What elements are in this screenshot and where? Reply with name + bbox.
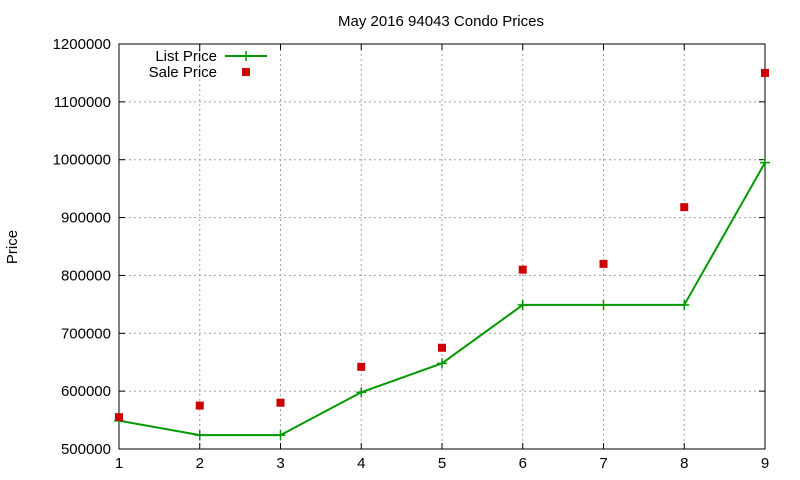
- x-tick-label: 2: [196, 455, 204, 472]
- legend-plus-icon: [241, 51, 251, 61]
- list-price-point: [356, 387, 367, 398]
- list-price-point: [760, 157, 770, 168]
- sale-price-point: [195, 401, 204, 410]
- legend-marker-list-price: [241, 51, 251, 61]
- sale-price-point: [357, 362, 366, 371]
- y-tick-label: 600000: [61, 383, 111, 400]
- chart-title: May 2016 94043 Condo Prices: [338, 13, 544, 30]
- x-tick-label: 5: [438, 455, 446, 472]
- list-price-point: [598, 299, 609, 310]
- sale-price-point: [761, 68, 769, 77]
- sale-price-point: [518, 265, 527, 274]
- y-tick-label: 800000: [61, 267, 111, 284]
- x-tick-label: 9: [761, 455, 769, 472]
- legend-square-icon: [242, 68, 250, 76]
- x-tick-label: 8: [680, 455, 688, 472]
- list-price-point: [437, 358, 447, 369]
- list-price-point: [194, 430, 205, 441]
- grid-layer: [119, 44, 765, 449]
- sale-price-point: [438, 343, 446, 352]
- y-tick-label: 700000: [61, 325, 111, 342]
- x-tick-label: 6: [519, 455, 527, 472]
- legend-label-sale-price: Sale Price: [149, 64, 217, 81]
- x-tick-label: 4: [357, 455, 365, 472]
- y-axis-label: Price: [4, 230, 21, 264]
- list-price-point: [275, 430, 286, 441]
- legend-label-list-price: List Price: [155, 48, 217, 65]
- x-tick-label: 3: [276, 455, 284, 472]
- sale-price-point: [680, 203, 689, 212]
- y-tick-label: 900000: [61, 210, 111, 227]
- legend-marker-sale-price: [242, 68, 250, 76]
- y-tick-label: 500000: [61, 441, 111, 458]
- list-price-point: [517, 299, 528, 310]
- legend: List Price Sale Price: [149, 48, 267, 81]
- x-tick-label: 1: [115, 455, 123, 472]
- sale-price-point: [276, 398, 285, 407]
- y-tick-label: 1000000: [53, 152, 111, 169]
- sale-price-point: [115, 413, 123, 422]
- x-tick-label: 7: [599, 455, 607, 472]
- ticks-layer: 500000 600000 700000 800000 900000 1000000 110…: [53, 36, 770, 472]
- series-layer: [114, 68, 770, 441]
- list-price-point: [679, 299, 690, 310]
- y-tick-label: 1100000: [54, 94, 111, 111]
- sale-price-point: [599, 259, 608, 268]
- y-tick-label: 1200000: [53, 36, 111, 53]
